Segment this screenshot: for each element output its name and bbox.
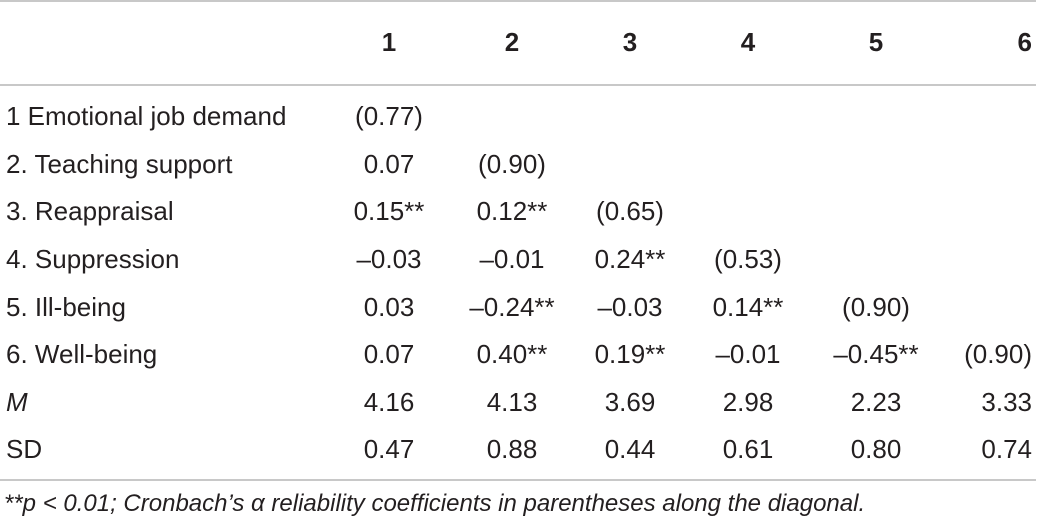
- table-cell: (0.77): [355, 101, 423, 132]
- table-cell: –0.03: [597, 291, 663, 322]
- table-cell: 0.74: [981, 434, 1032, 465]
- table-cell: –0.03: [356, 244, 422, 275]
- table-cell: 0.61: [722, 434, 774, 465]
- table-cell: [812, 141, 940, 189]
- table-cell: 0.40**: [476, 339, 548, 370]
- table-cell: (0.65): [596, 196, 664, 227]
- row-label: 5. Ill-being: [6, 291, 126, 322]
- table-cell: 2.23: [850, 386, 902, 417]
- table-cell: 0.47: [363, 434, 415, 465]
- table-cell: 0.24**: [594, 244, 666, 275]
- table-cell: (0.90): [842, 291, 910, 322]
- header-cell-3: 3: [622, 27, 638, 57]
- table-cell: 2.98: [722, 386, 774, 417]
- table-row: SD 0.47 0.88 0.44 0.61 0.80 0.74: [0, 426, 1036, 474]
- table-cell: (0.90): [964, 339, 1032, 370]
- table-cell: 0.14**: [712, 291, 784, 322]
- table-cell: 4.13: [486, 386, 538, 417]
- table-cell: 0.19**: [594, 339, 666, 370]
- table-cell: [576, 141, 684, 189]
- table-row: 4. Suppression –0.03 –0.01 0.24** (0.53): [0, 236, 1036, 284]
- header-cell-label: [0, 0, 330, 85]
- table-cell: –0.01: [479, 244, 545, 275]
- table-cell: –0.24**: [469, 291, 555, 322]
- row-label: 4. Suppression: [6, 244, 180, 275]
- row-label: SD: [6, 434, 43, 465]
- table-row: 5. Ill-being 0.03 –0.24** –0.03 0.14** (…: [0, 283, 1036, 331]
- table-cell: (0.90): [478, 148, 546, 179]
- header-cell-1: 1: [381, 27, 397, 57]
- table-cell: [940, 85, 1036, 141]
- table-cell: –0.01: [715, 339, 781, 370]
- table-cell: 3.33: [981, 386, 1032, 417]
- table-cell: [684, 188, 812, 236]
- table-cell: [684, 141, 812, 189]
- table-cell: [448, 85, 576, 141]
- header-cell-5: 5: [868, 27, 884, 57]
- table-cell: [812, 85, 940, 141]
- bottom-rule: [0, 479, 1036, 481]
- table-cell: 3.69: [604, 386, 656, 417]
- row-label: M: [6, 386, 28, 417]
- table-cell: 0.44: [604, 434, 656, 465]
- table-cell: 0.88: [486, 434, 538, 465]
- header-rule: [0, 84, 1036, 86]
- header-cell-4: 4: [740, 27, 756, 57]
- header-row: 1 2 3 4 5 6: [0, 0, 1036, 85]
- table-cell: [812, 188, 940, 236]
- table-cell: 0.07: [363, 339, 415, 370]
- table-cell: [940, 236, 1036, 284]
- table-cell: [940, 188, 1036, 236]
- table-row: 3. Reappraisal 0.15** 0.12** (0.65): [0, 188, 1036, 236]
- table-cell: [940, 283, 1036, 331]
- table-cell: 0.03: [363, 291, 415, 322]
- table-cell: 0.07: [363, 148, 415, 179]
- table-cell: (0.53): [714, 244, 782, 275]
- header-cell-6: 6: [1017, 27, 1032, 57]
- table-cell: –0.45**: [833, 339, 919, 370]
- table-cell: 0.80: [850, 434, 902, 465]
- table-row: M 4.16 4.13 3.69 2.98 2.23 3.33: [0, 379, 1036, 427]
- table-row: 1 Emotional job demand (0.77): [0, 85, 1036, 141]
- table-cell: [576, 85, 684, 141]
- table-cell: [684, 85, 812, 141]
- table-row: 6. Well-being 0.07 0.40** 0.19** –0.01 –…: [0, 331, 1036, 379]
- top-rule: [0, 0, 1036, 2]
- table-cell: [812, 236, 940, 284]
- row-label: 3. Reappraisal: [6, 196, 174, 227]
- table-footnote: **p < 0.01; Cronbach’s α reliability coe…: [4, 490, 866, 517]
- correlation-table: 1 2 3 4 5 6 1 Emotional job demand (0.77…: [0, 0, 1036, 474]
- row-label: 6. Well-being: [6, 339, 158, 370]
- row-label: 1 Emotional job demand: [6, 101, 287, 132]
- table-cell: 0.12**: [476, 196, 548, 227]
- table-cell: 0.15**: [353, 196, 425, 227]
- row-label: 2. Teaching support: [6, 148, 233, 179]
- table-row: 2. Teaching support 0.07 (0.90): [0, 141, 1036, 189]
- header-cell-2: 2: [504, 27, 520, 57]
- table-cell: [940, 141, 1036, 189]
- table-cell: 4.16: [363, 386, 415, 417]
